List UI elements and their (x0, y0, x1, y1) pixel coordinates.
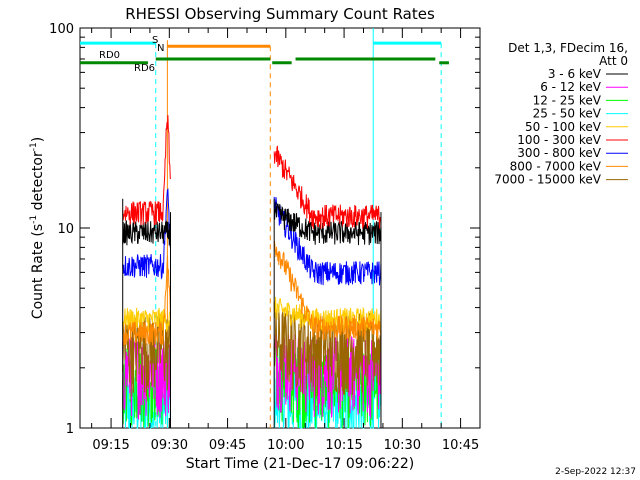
x-axis-label: Start Time (21-Dec-17 09:06:22) (186, 456, 414, 472)
ticks-layer: 1 10 100 09:15 09:30 09:45 10:00 10:15 10:30 10:4… (49, 22, 481, 453)
s-flag-label: S (152, 35, 158, 46)
x-tick-label: 09:45 (209, 438, 246, 453)
x-tick-label: 09:30 (151, 438, 188, 453)
timestamp: 2-Sep-2022 12:37 (555, 467, 636, 477)
legend-label: 12 - 25 keV (533, 93, 602, 107)
y-axis-label: Count Rate (s-1 detector-1) (29, 137, 46, 319)
legend-header-line2: Att 0 (599, 54, 628, 68)
legend-label: 100 - 300 keV (517, 133, 601, 147)
legend-label: 300 - 800 keV (517, 146, 601, 160)
legend-label: 3 - 6 keV (548, 67, 602, 81)
series-line-100-300keV (122, 115, 171, 226)
chart-title: RHESSI Observing Summary Count Rates (125, 5, 435, 23)
n-flag-label: N (157, 43, 164, 54)
y-tick-label: 100 (49, 22, 74, 37)
x-tick-label: 10:15 (325, 438, 362, 453)
legend-header-line1: Det 1,3, FDecim 16, (508, 41, 628, 55)
series-line-25-50keV (273, 367, 382, 429)
series-line-300-800keV (122, 188, 171, 280)
series-line-300-800keV (273, 196, 382, 286)
series-line-6-12keV (273, 333, 382, 419)
legend-label: 25 - 50 keV (533, 107, 602, 121)
data-layer (122, 115, 382, 430)
legend-label: 7000 - 15000 keV (494, 173, 601, 187)
legend-label: 800 - 7000 keV (510, 159, 602, 173)
rd6-label: RD6 (134, 63, 155, 74)
rd0-label: RD0 (99, 50, 120, 61)
x-tick-label: 10:30 (384, 438, 421, 453)
legend-label: 6 - 12 keV (540, 80, 602, 94)
series-line-50-100keV (273, 296, 382, 333)
y-tick-label: 10 (57, 222, 74, 237)
x-tick-label: 10:00 (267, 438, 304, 453)
x-tick-label: 10:45 (442, 438, 479, 453)
series-line-800-7000keV (273, 240, 382, 341)
series-line-800-7000keV (122, 255, 171, 346)
legend-label: 50 - 100 keV (525, 120, 602, 134)
x-tick-label: 09:15 (92, 438, 129, 453)
y-tick-label: 1 (66, 422, 74, 437)
series-line-100-300keV (273, 145, 382, 229)
series-line-3-6keV (122, 219, 171, 246)
